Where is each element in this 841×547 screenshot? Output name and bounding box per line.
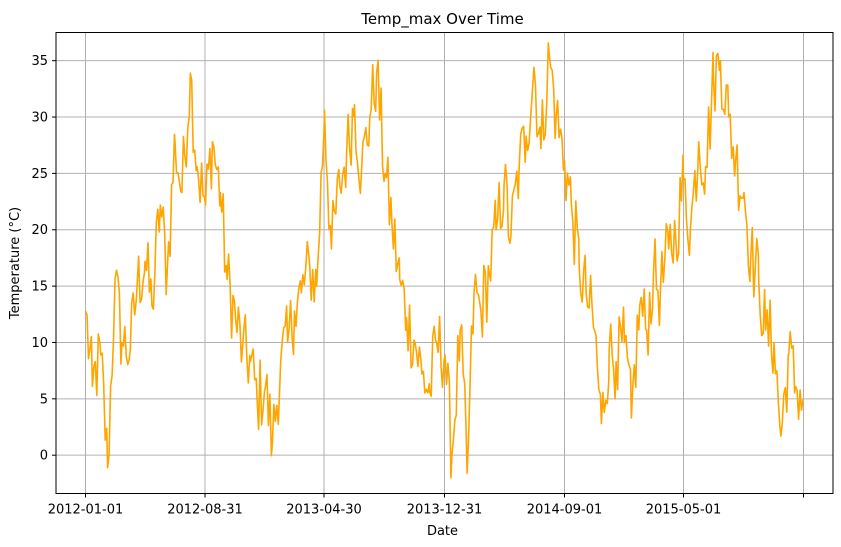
y-axis-ticks: 0 5 10 15 20 25 30 35 <box>31 54 56 464</box>
y-tick-label: 35 <box>31 54 48 69</box>
y-tick-label: 20 <box>31 223 48 238</box>
x-tick-label: 2015-05-01 <box>646 503 722 518</box>
y-tick-label: 25 <box>31 167 48 182</box>
y-tick-label: 0 <box>40 449 48 464</box>
chart-title: Temp_max Over Time <box>360 10 523 29</box>
y-tick-label: 10 <box>31 336 48 351</box>
x-axis-label: Date <box>427 524 458 539</box>
y-tick-label: 30 <box>31 111 48 126</box>
x-tick-label: 2012-08-31 <box>167 503 243 518</box>
series-line <box>84 42 805 479</box>
x-tick-label: 2013-12-31 <box>407 503 483 518</box>
grid-lines <box>56 32 833 494</box>
y-axis-label: Temperature (°C) <box>8 207 23 320</box>
x-tick-label: 2014-09-01 <box>527 503 603 518</box>
x-tick-label: 2012-01-01 <box>48 503 124 518</box>
y-tick-label: 15 <box>31 280 48 295</box>
y-tick-label: 5 <box>40 392 48 407</box>
x-tick-label: 2013-04-30 <box>286 503 362 518</box>
x-axis-ticks: 2012-01-01 2012-08-31 2013-04-30 2013-12-31… <box>48 493 804 518</box>
